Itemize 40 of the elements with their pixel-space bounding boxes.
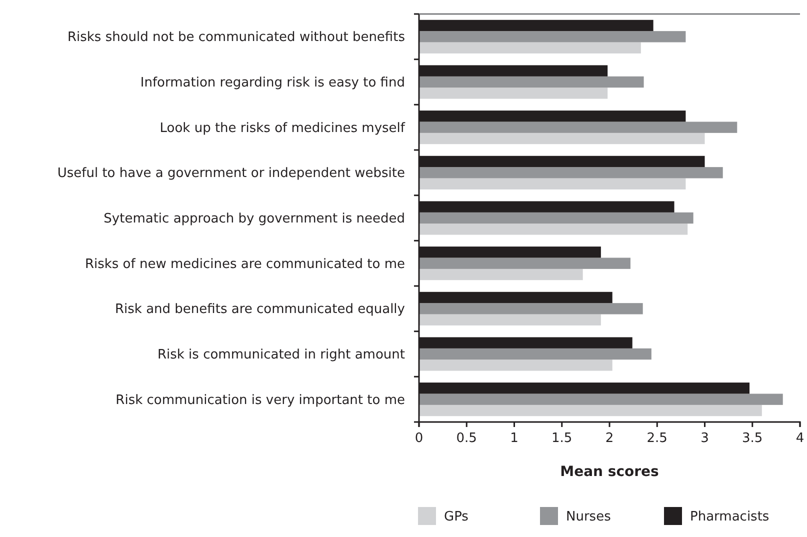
y-tick-label: Information regarding risk is easy to find (140, 76, 405, 91)
y-tick-label: Risks of new medicines are communicated to me (84, 256, 405, 272)
bar (419, 76, 644, 88)
bar (419, 178, 686, 190)
y-tick-label: Look up the risks of medicines myself (160, 120, 406, 136)
x-tick-label: 3 (700, 431, 709, 446)
legend-label: GPs (444, 510, 469, 525)
legend-label: Nurses (566, 510, 612, 525)
bar (419, 303, 643, 314)
bar (419, 404, 762, 416)
bar (419, 122, 738, 133)
bar (419, 394, 783, 405)
bar (419, 212, 694, 224)
x-tick-label: 0.5 (456, 431, 477, 446)
bar (419, 31, 686, 42)
bar (419, 167, 723, 178)
bar (419, 348, 652, 360)
legend-label: Pharmacists (690, 510, 770, 525)
bar (419, 224, 688, 235)
bar (419, 314, 601, 326)
x-tick-label: 2.5 (646, 431, 668, 446)
bar (419, 258, 630, 269)
x-tick-label: 3.5 (742, 431, 763, 446)
y-tick-label: Sytematic approach by government is needed (104, 212, 405, 227)
y-tick-label: Useful to have a government or independent website (57, 166, 405, 182)
x-axis-title: Mean scores (560, 464, 659, 480)
bar (419, 42, 641, 54)
y-tick-label: Risk communication is very important to me (116, 392, 405, 408)
x-tick-label: 1.5 (552, 431, 572, 446)
bar (419, 132, 705, 144)
bar (419, 360, 612, 371)
y-tick-label: Risk is communicated in right amount (157, 348, 405, 363)
y-tick-label: Risk and benefits are communicated equally (115, 302, 406, 318)
bar (419, 88, 608, 99)
x-tick-label: 4 (796, 431, 804, 446)
x-tick-label: 1 (510, 431, 518, 446)
bar (419, 268, 583, 280)
y-tick-label: Risks should not be communicated without benefits (67, 30, 406, 46)
x-tick-label: 0 (414, 431, 424, 446)
x-tick-label: 2 (605, 431, 614, 446)
